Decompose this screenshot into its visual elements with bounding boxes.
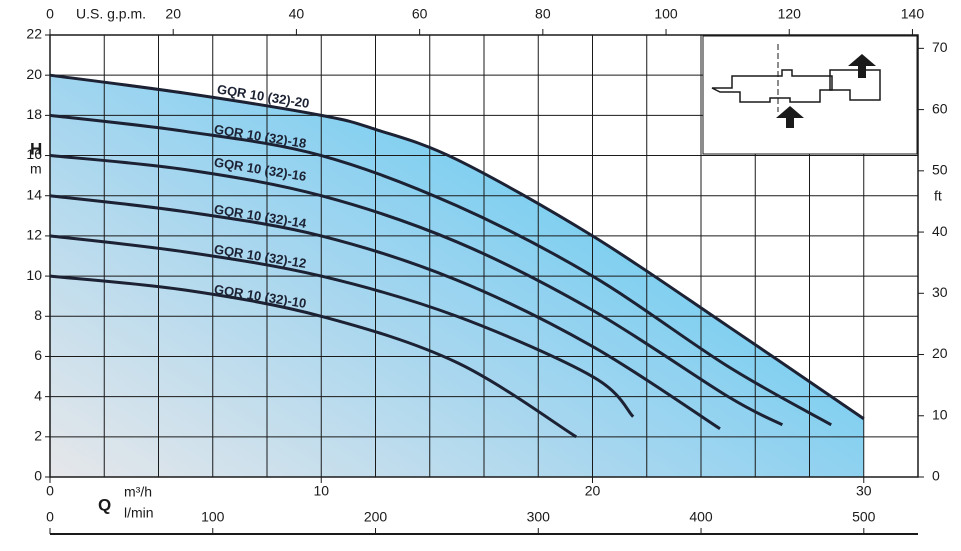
y-tick-label: 12 bbox=[26, 227, 42, 243]
inset-box bbox=[702, 35, 918, 155]
x2-tick-label: 40 bbox=[289, 6, 305, 22]
y2-tick-label: 20 bbox=[932, 345, 948, 361]
y2-tick-label: 70 bbox=[932, 39, 948, 55]
x3-tick-label: 200 bbox=[364, 509, 388, 525]
pump-curve bbox=[49, 73, 865, 420]
x-unit: m³/h bbox=[124, 484, 152, 500]
y2-unit: ft bbox=[934, 188, 942, 204]
pump-curve bbox=[49, 113, 832, 427]
y2-tick-label: 50 bbox=[932, 162, 948, 178]
y2-tick-label: 60 bbox=[932, 100, 948, 116]
y-tick-label: 16 bbox=[26, 146, 42, 162]
x2-tick-label: 20 bbox=[165, 6, 181, 22]
inlet-arrow bbox=[776, 106, 804, 128]
y-tick-label: 4 bbox=[34, 387, 42, 403]
y-tick-label: 6 bbox=[34, 347, 42, 363]
pump-curve bbox=[49, 154, 784, 427]
y-tick-label: 18 bbox=[26, 106, 42, 122]
x2-tick-label: 100 bbox=[654, 6, 678, 22]
x3-tick-label: 400 bbox=[689, 509, 713, 525]
plot-frame bbox=[49, 34, 919, 478]
y2-tick-label: 10 bbox=[932, 406, 948, 422]
y-axis-label: H bbox=[30, 139, 42, 158]
pump-curve bbox=[49, 194, 721, 431]
pump-outlet bbox=[829, 69, 881, 101]
y-tick-label: 10 bbox=[26, 267, 42, 283]
x2-tick-label: 140 bbox=[901, 6, 925, 22]
x-tick-label: 10 bbox=[313, 483, 329, 499]
x3-tick-label: 100 bbox=[201, 509, 225, 525]
y-tick-label: 8 bbox=[34, 307, 42, 323]
x3-tick-label: 300 bbox=[527, 509, 551, 525]
pump-curve bbox=[49, 274, 578, 439]
y2-tick-label: 30 bbox=[932, 284, 948, 300]
y-tick-label: 22 bbox=[26, 26, 42, 42]
x3-unit: l/min bbox=[124, 505, 154, 521]
x-axis-label: Q bbox=[98, 495, 111, 514]
y-unit: m bbox=[30, 161, 42, 177]
x3-tick-label: 0 bbox=[46, 509, 54, 525]
x2-tick-label: 0 bbox=[46, 6, 54, 22]
x-tick-label: 20 bbox=[585, 483, 601, 499]
x2-tick-label: 60 bbox=[412, 6, 428, 22]
pump-body bbox=[711, 69, 833, 103]
x2-tick-label: 80 bbox=[535, 6, 551, 22]
y-tick-label: 2 bbox=[34, 428, 42, 444]
outlet-arrow bbox=[848, 54, 876, 78]
x3-tick-label: 500 bbox=[852, 509, 876, 525]
pump-diagram bbox=[702, 35, 918, 155]
y-tick-label: 20 bbox=[26, 66, 42, 82]
x2-unit: U.S. g.p.m. bbox=[76, 6, 146, 22]
y-tick-label: 0 bbox=[34, 468, 42, 484]
pump-curve bbox=[49, 234, 635, 418]
x2-tick-label: 120 bbox=[778, 6, 802, 22]
y2-tick-label: 40 bbox=[932, 223, 948, 239]
x-tick-label: 30 bbox=[856, 483, 872, 499]
y-tick-label: 14 bbox=[26, 186, 42, 202]
x-tick-label: 0 bbox=[46, 483, 54, 499]
y2-tick-label: 0 bbox=[932, 468, 940, 484]
